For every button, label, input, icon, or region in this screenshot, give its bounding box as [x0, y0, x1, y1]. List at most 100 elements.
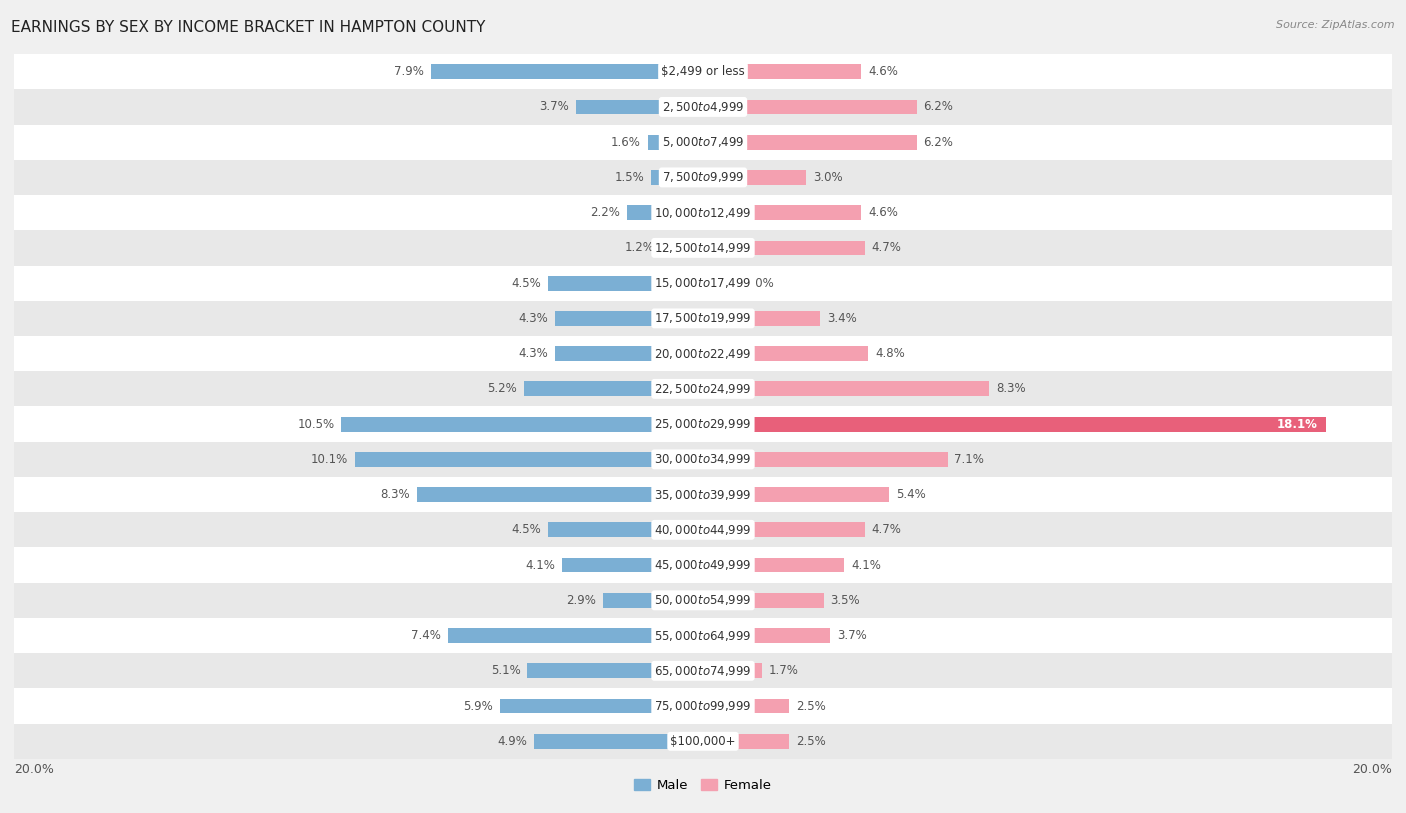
Text: $55,000 to $64,999: $55,000 to $64,999 — [654, 628, 752, 642]
Text: 4.8%: 4.8% — [875, 347, 905, 360]
Text: 5.9%: 5.9% — [463, 699, 494, 712]
Bar — [14, 266, 1392, 301]
Text: 6.2%: 6.2% — [924, 101, 953, 114]
Text: $75,000 to $99,999: $75,000 to $99,999 — [654, 699, 752, 713]
Text: 3.4%: 3.4% — [827, 312, 856, 325]
Text: 4.3%: 4.3% — [519, 347, 548, 360]
Text: 4.6%: 4.6% — [869, 207, 898, 220]
Text: 4.3%: 4.3% — [519, 312, 548, 325]
Bar — [703, 205, 862, 220]
Text: 5.4%: 5.4% — [896, 488, 925, 501]
Bar — [703, 628, 831, 643]
Bar — [651, 170, 703, 185]
Text: 8.3%: 8.3% — [995, 382, 1025, 395]
Bar — [703, 487, 889, 502]
Bar — [430, 64, 703, 79]
Bar — [575, 99, 703, 115]
Bar — [555, 311, 703, 326]
Bar — [703, 593, 824, 608]
Bar — [703, 663, 762, 678]
Text: $35,000 to $39,999: $35,000 to $39,999 — [654, 488, 752, 502]
Bar — [562, 558, 703, 572]
Text: $30,000 to $34,999: $30,000 to $34,999 — [654, 452, 752, 467]
Bar — [14, 89, 1392, 124]
Text: $45,000 to $49,999: $45,000 to $49,999 — [654, 558, 752, 572]
Bar — [548, 523, 703, 537]
Bar — [703, 452, 948, 467]
Text: $22,500 to $24,999: $22,500 to $24,999 — [654, 382, 752, 396]
Text: $65,000 to $74,999: $65,000 to $74,999 — [654, 664, 752, 678]
Text: 18.1%: 18.1% — [1277, 418, 1317, 431]
Text: 7.4%: 7.4% — [412, 629, 441, 642]
Bar — [703, 99, 917, 115]
Text: 4.6%: 4.6% — [869, 65, 898, 78]
Text: $40,000 to $44,999: $40,000 to $44,999 — [654, 523, 752, 537]
Text: 1.6%: 1.6% — [612, 136, 641, 149]
Text: 3.7%: 3.7% — [838, 629, 868, 642]
Text: $10,000 to $12,499: $10,000 to $12,499 — [654, 206, 752, 220]
Text: 4.5%: 4.5% — [512, 524, 541, 537]
Text: 20.0%: 20.0% — [1353, 763, 1392, 776]
Bar — [14, 547, 1392, 583]
Bar — [555, 346, 703, 361]
Text: 4.1%: 4.1% — [524, 559, 555, 572]
Text: $17,500 to $19,999: $17,500 to $19,999 — [654, 311, 752, 325]
Bar — [14, 160, 1392, 195]
Bar — [627, 205, 703, 220]
Bar — [14, 441, 1392, 477]
Bar — [14, 336, 1392, 372]
Text: 7.9%: 7.9% — [394, 65, 425, 78]
Text: $5,000 to $7,499: $5,000 to $7,499 — [662, 135, 744, 149]
Bar — [703, 311, 820, 326]
Bar — [703, 241, 865, 255]
Text: 3.0%: 3.0% — [813, 171, 842, 184]
Bar — [342, 417, 703, 432]
Text: $20,000 to $22,499: $20,000 to $22,499 — [654, 346, 752, 361]
Bar — [703, 381, 988, 396]
Text: 6.2%: 6.2% — [924, 136, 953, 149]
Text: 20.0%: 20.0% — [14, 763, 53, 776]
Bar — [14, 512, 1392, 547]
Text: $2,500 to $4,999: $2,500 to $4,999 — [662, 100, 744, 114]
Text: 4.9%: 4.9% — [498, 735, 527, 748]
Bar — [703, 523, 865, 537]
Bar — [14, 689, 1392, 724]
Bar — [703, 558, 844, 572]
Text: $15,000 to $17,499: $15,000 to $17,499 — [654, 276, 752, 290]
Bar — [527, 663, 703, 678]
Text: 1.0%: 1.0% — [744, 276, 775, 289]
Bar — [14, 618, 1392, 653]
Bar — [14, 477, 1392, 512]
Text: 2.9%: 2.9% — [567, 593, 596, 606]
Text: 7.1%: 7.1% — [955, 453, 984, 466]
Text: 3.7%: 3.7% — [538, 101, 568, 114]
Text: 4.5%: 4.5% — [512, 276, 541, 289]
Text: 4.7%: 4.7% — [872, 524, 901, 537]
Bar — [499, 698, 703, 714]
Bar — [356, 452, 703, 467]
Text: Source: ZipAtlas.com: Source: ZipAtlas.com — [1277, 20, 1395, 30]
Text: 1.2%: 1.2% — [624, 241, 655, 254]
Bar — [524, 381, 703, 396]
Bar — [703, 417, 1326, 432]
Bar — [14, 124, 1392, 160]
Text: 4.7%: 4.7% — [872, 241, 901, 254]
Text: $7,500 to $9,999: $7,500 to $9,999 — [662, 171, 744, 185]
Text: 2.5%: 2.5% — [796, 699, 825, 712]
Text: $12,500 to $14,999: $12,500 to $14,999 — [654, 241, 752, 255]
Bar — [14, 372, 1392, 406]
Bar — [14, 406, 1392, 441]
Bar — [603, 593, 703, 608]
Text: $100,000+: $100,000+ — [671, 735, 735, 748]
Bar — [548, 276, 703, 290]
Text: 2.2%: 2.2% — [591, 207, 620, 220]
Text: 10.5%: 10.5% — [297, 418, 335, 431]
Text: 1.7%: 1.7% — [769, 664, 799, 677]
Bar — [703, 734, 789, 749]
Bar — [534, 734, 703, 749]
Text: $25,000 to $29,999: $25,000 to $29,999 — [654, 417, 752, 431]
Text: 3.5%: 3.5% — [831, 593, 860, 606]
Legend: Male, Female: Male, Female — [628, 773, 778, 797]
Text: $2,499 or less: $2,499 or less — [661, 65, 745, 78]
Text: 10.1%: 10.1% — [311, 453, 349, 466]
